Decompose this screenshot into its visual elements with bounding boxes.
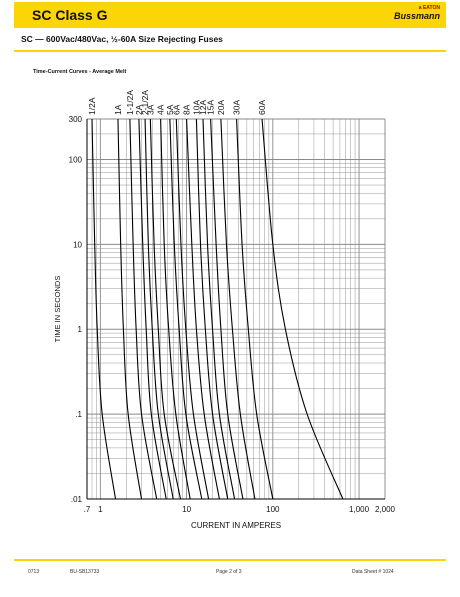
- curve-3a: [149, 118, 182, 500]
- curve-20a: [220, 118, 256, 500]
- footer-datasheet-number: Data Sheet # 1024: [352, 569, 394, 575]
- y-axis-label: TIME IN SECONDS: [53, 276, 62, 343]
- series-label: 1A: [113, 104, 123, 115]
- chart-title: Time-Current Curves - Average Melt: [33, 69, 127, 75]
- series-label: 1-1/2A: [125, 90, 135, 115]
- footer-divider: [14, 559, 446, 561]
- series-label: 8A: [182, 104, 192, 115]
- series-label: 12A: [198, 100, 208, 115]
- curve-1-2a: [91, 118, 117, 500]
- series-label: 3A: [145, 104, 155, 115]
- y-tick-label: 10: [73, 240, 82, 249]
- bussmann-logo: a EATON Bussmann: [394, 5, 440, 21]
- y-tick-label: .1: [75, 410, 82, 419]
- footer-doc-code: BU-SB13733: [70, 569, 100, 575]
- series-label: 10A: [191, 100, 201, 115]
- bussmann-logo-text: Bussmann: [393, 11, 440, 21]
- curve-4a: [160, 118, 191, 500]
- curve-2-1-2a: [144, 118, 174, 500]
- product-title: SC Class G: [32, 7, 108, 23]
- curve-60a: [261, 118, 344, 500]
- x-tick-label: 2,000: [375, 505, 396, 514]
- series-label: 15A: [206, 100, 216, 115]
- series-label: 1/2A: [87, 97, 97, 115]
- curve-5a: [169, 118, 203, 500]
- x-tick-label: 1: [98, 505, 103, 514]
- series-label: 20A: [216, 100, 226, 115]
- series-label: 4A: [156, 104, 166, 115]
- curve-12a: [202, 118, 236, 500]
- x-tick-label: 1,000: [349, 505, 370, 514]
- curve-1-1-2a: [129, 118, 158, 500]
- curve-15a: [210, 118, 244, 500]
- y-tick-label: 300: [69, 115, 83, 124]
- x-tick-label: 100: [266, 505, 280, 514]
- curve-10a: [195, 118, 229, 500]
- series-label: 5A: [165, 104, 175, 115]
- y-tick-label: 1: [78, 325, 83, 334]
- footer-date: 0713: [28, 569, 40, 575]
- x-axis-label: CURRENT IN AMPERES: [191, 521, 281, 530]
- series-label: 30A: [232, 100, 242, 115]
- series-label: 2-1/2A: [140, 90, 150, 115]
- series-label: 60A: [257, 100, 267, 115]
- eaton-logo-text: a EATON: [418, 5, 440, 11]
- x-tick-label: 10: [182, 505, 191, 514]
- series-label: 6A: [171, 104, 181, 115]
- header-divider: [14, 50, 446, 52]
- curve-1a: [117, 118, 143, 500]
- y-tick-label: 100: [69, 155, 83, 164]
- header-banner: SC Class G a EATON Bussmann: [14, 2, 446, 28]
- curve-8a: [186, 118, 220, 500]
- series-label: 2A: [134, 104, 144, 115]
- x-tick-label: .7: [84, 505, 91, 514]
- page-subtitle: SC — 600Vac/480Vac, ½-60A Size Rejecting…: [21, 34, 223, 44]
- y-tick-label: .01: [71, 495, 83, 504]
- curve-30a: [236, 118, 274, 500]
- curve-6a: [175, 118, 210, 500]
- footer-page-number: Page 2 of 3: [216, 569, 242, 575]
- curve-2a: [138, 118, 167, 500]
